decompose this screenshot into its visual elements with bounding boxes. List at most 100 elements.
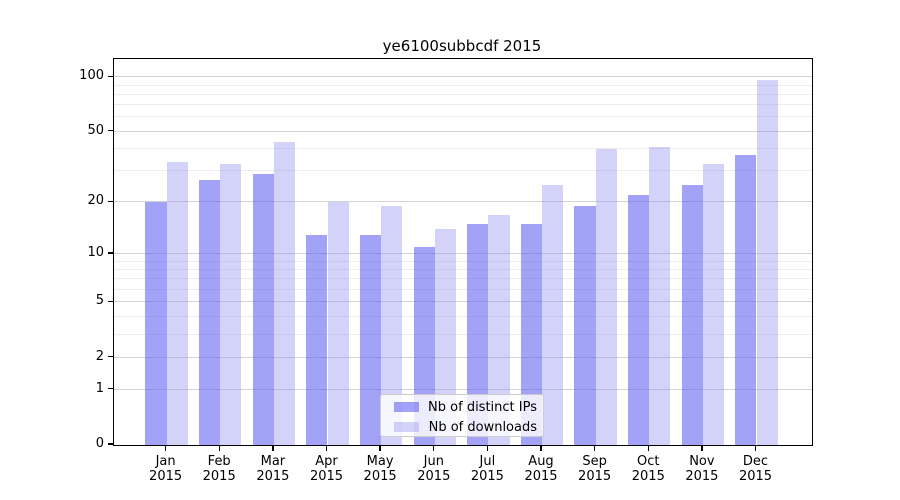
year-label-dec: 2015 — [738, 469, 773, 484]
x-tick-dec — [754, 445, 757, 451]
y-tick-label-1: 1 — [95, 380, 104, 396]
bar-nb-of-downloads-jul — [488, 214, 510, 445]
y-gridline-major-1 — [114, 388, 812, 390]
year-label-jan: 2015 — [149, 469, 183, 484]
y-gridline-minor-3 — [114, 333, 812, 335]
y-tick-2 — [108, 355, 113, 358]
bar-nb-of-downloads-nov — [702, 164, 725, 445]
legend-item-downloads: Nb of downloads — [387, 417, 537, 437]
x-tick-oct — [647, 445, 649, 451]
x-tick-label-jul: Jul 2015 — [471, 454, 504, 484]
y-gridline-minor-40 — [114, 148, 812, 150]
legend-swatch-downloads — [394, 422, 419, 432]
x-tick-apr — [325, 445, 328, 451]
y-gridline-major-10 — [114, 252, 812, 254]
y-tick-label-10: 10 — [87, 245, 104, 261]
x-tick-nov — [701, 445, 703, 451]
x-tick-feb — [218, 445, 220, 451]
x-tick-label-mar: Mar 2015 — [256, 454, 289, 484]
x-tick-may — [379, 445, 381, 451]
bar-nb-of-downloads-feb — [220, 164, 242, 445]
y-tick-5 — [108, 300, 113, 302]
bar-nb-of-distinct-ips-sep — [574, 206, 596, 445]
y-tick-20 — [108, 200, 113, 203]
bar-nb-of-downloads-aug — [542, 185, 564, 445]
month-label-dec: Dec — [742, 454, 769, 469]
y-tick-label-5: 5 — [95, 293, 104, 309]
bar-nb-of-downloads-may — [381, 206, 403, 445]
bar-nb-of-downloads-oct — [649, 147, 671, 445]
x-tick-jul — [486, 445, 489, 451]
y-gridline-minor-80 — [114, 93, 812, 95]
y-tick-1 — [108, 388, 113, 390]
x-tick-sep — [593, 445, 596, 451]
y-gridline-minor-6 — [114, 288, 812, 290]
year-label-apr: 2015 — [309, 469, 344, 484]
x-tick-mar — [272, 445, 274, 451]
x-tick-jan — [164, 445, 167, 451]
x-tick-label-aug: Aug 2015 — [524, 454, 557, 484]
month-label-apr: Apr — [315, 454, 338, 469]
x-tick-label-jun: Jun 2015 — [417, 454, 450, 484]
bar-nb-of-distinct-ips-dec — [735, 155, 757, 445]
x-tick-label-nov: Nov 2015 — [685, 454, 718, 484]
y-gridline-minor-90 — [114, 84, 812, 86]
bar-nb-of-distinct-ips-jul — [467, 224, 489, 445]
y-tick-label-2: 2 — [95, 348, 104, 364]
month-label-jul: Jul — [479, 454, 496, 469]
bar-nb-of-downloads-jan — [166, 161, 188, 445]
bar-nb-of-distinct-ips-oct — [628, 195, 650, 445]
y-gridline-minor-60 — [114, 116, 812, 118]
x-tick-aug — [540, 445, 542, 451]
year-label-nov: 2015 — [685, 469, 719, 484]
bar-nb-of-distinct-ips-feb — [199, 179, 221, 445]
x-tick-jun — [433, 445, 435, 451]
year-label-sep: 2015 — [578, 469, 612, 484]
plot-area: Nb of distinct IPs Nb of downloads — [113, 58, 813, 446]
legend-item-distinct-ips: Nb of distinct IPs — [387, 397, 537, 417]
year-label-jul: 2015 — [470, 469, 504, 484]
month-label-nov: Nov — [689, 454, 715, 469]
legend-label-downloads: Nb of downloads — [428, 419, 537, 435]
year-label-may: 2015 — [363, 469, 397, 484]
y-gridline-minor-9 — [114, 260, 812, 262]
legend-swatch-distinct-ips — [394, 402, 419, 412]
y-gridline-major-2 — [114, 356, 812, 358]
month-label-mar: Mar — [260, 454, 286, 469]
y-tick-100 — [108, 75, 113, 77]
y-gridline-minor-8 — [114, 268, 812, 270]
bar-nb-of-downloads-apr — [327, 202, 349, 445]
x-tick-label-sep: Sep 2015 — [578, 454, 611, 484]
y-tick-label-20: 20 — [87, 193, 104, 209]
month-label-oct: Oct — [637, 454, 660, 469]
year-label-feb: 2015 — [202, 469, 236, 484]
y-gridline-major-50 — [114, 130, 812, 132]
bar-nb-of-downloads-mar — [273, 141, 296, 445]
bar-nb-of-distinct-ips-may — [359, 234, 382, 445]
y-gridline-major-100 — [114, 76, 812, 78]
bar-nb-of-distinct-ips-mar — [252, 174, 274, 445]
year-label-aug: 2015 — [524, 469, 558, 484]
chart-title: ye6100subbcdf 2015 — [382, 37, 542, 55]
month-label-jun: Jun — [423, 454, 444, 469]
y-gridline-minor-4 — [114, 315, 812, 317]
y-gridline-minor-70 — [114, 104, 812, 106]
y-gridline-major-5 — [114, 301, 812, 303]
x-tick-label-dec: Dec 2015 — [739, 454, 772, 484]
y-gridline-minor-30 — [114, 170, 812, 172]
x-tick-label-feb: Feb 2015 — [203, 454, 236, 484]
legend-label-distinct-ips: Nb of distinct IPs — [428, 399, 537, 415]
y-tick-0 — [108, 443, 113, 445]
month-label-sep: Sep — [582, 454, 607, 469]
year-label-mar: 2015 — [256, 469, 290, 484]
month-label-jan: Jan — [155, 454, 176, 469]
bar-nb-of-downloads-jun — [434, 229, 456, 445]
legend: Nb of distinct IPs Nb of downloads — [380, 394, 544, 437]
bar-nb-of-distinct-ips-nov — [681, 185, 703, 445]
y-tick-label-100: 100 — [79, 68, 104, 84]
y-tick-label-0: 0 — [95, 436, 104, 452]
x-tick-label-apr: Apr 2015 — [310, 454, 343, 484]
x-tick-label-oct: Oct 2015 — [632, 454, 665, 484]
year-label-jun: 2015 — [417, 469, 451, 484]
